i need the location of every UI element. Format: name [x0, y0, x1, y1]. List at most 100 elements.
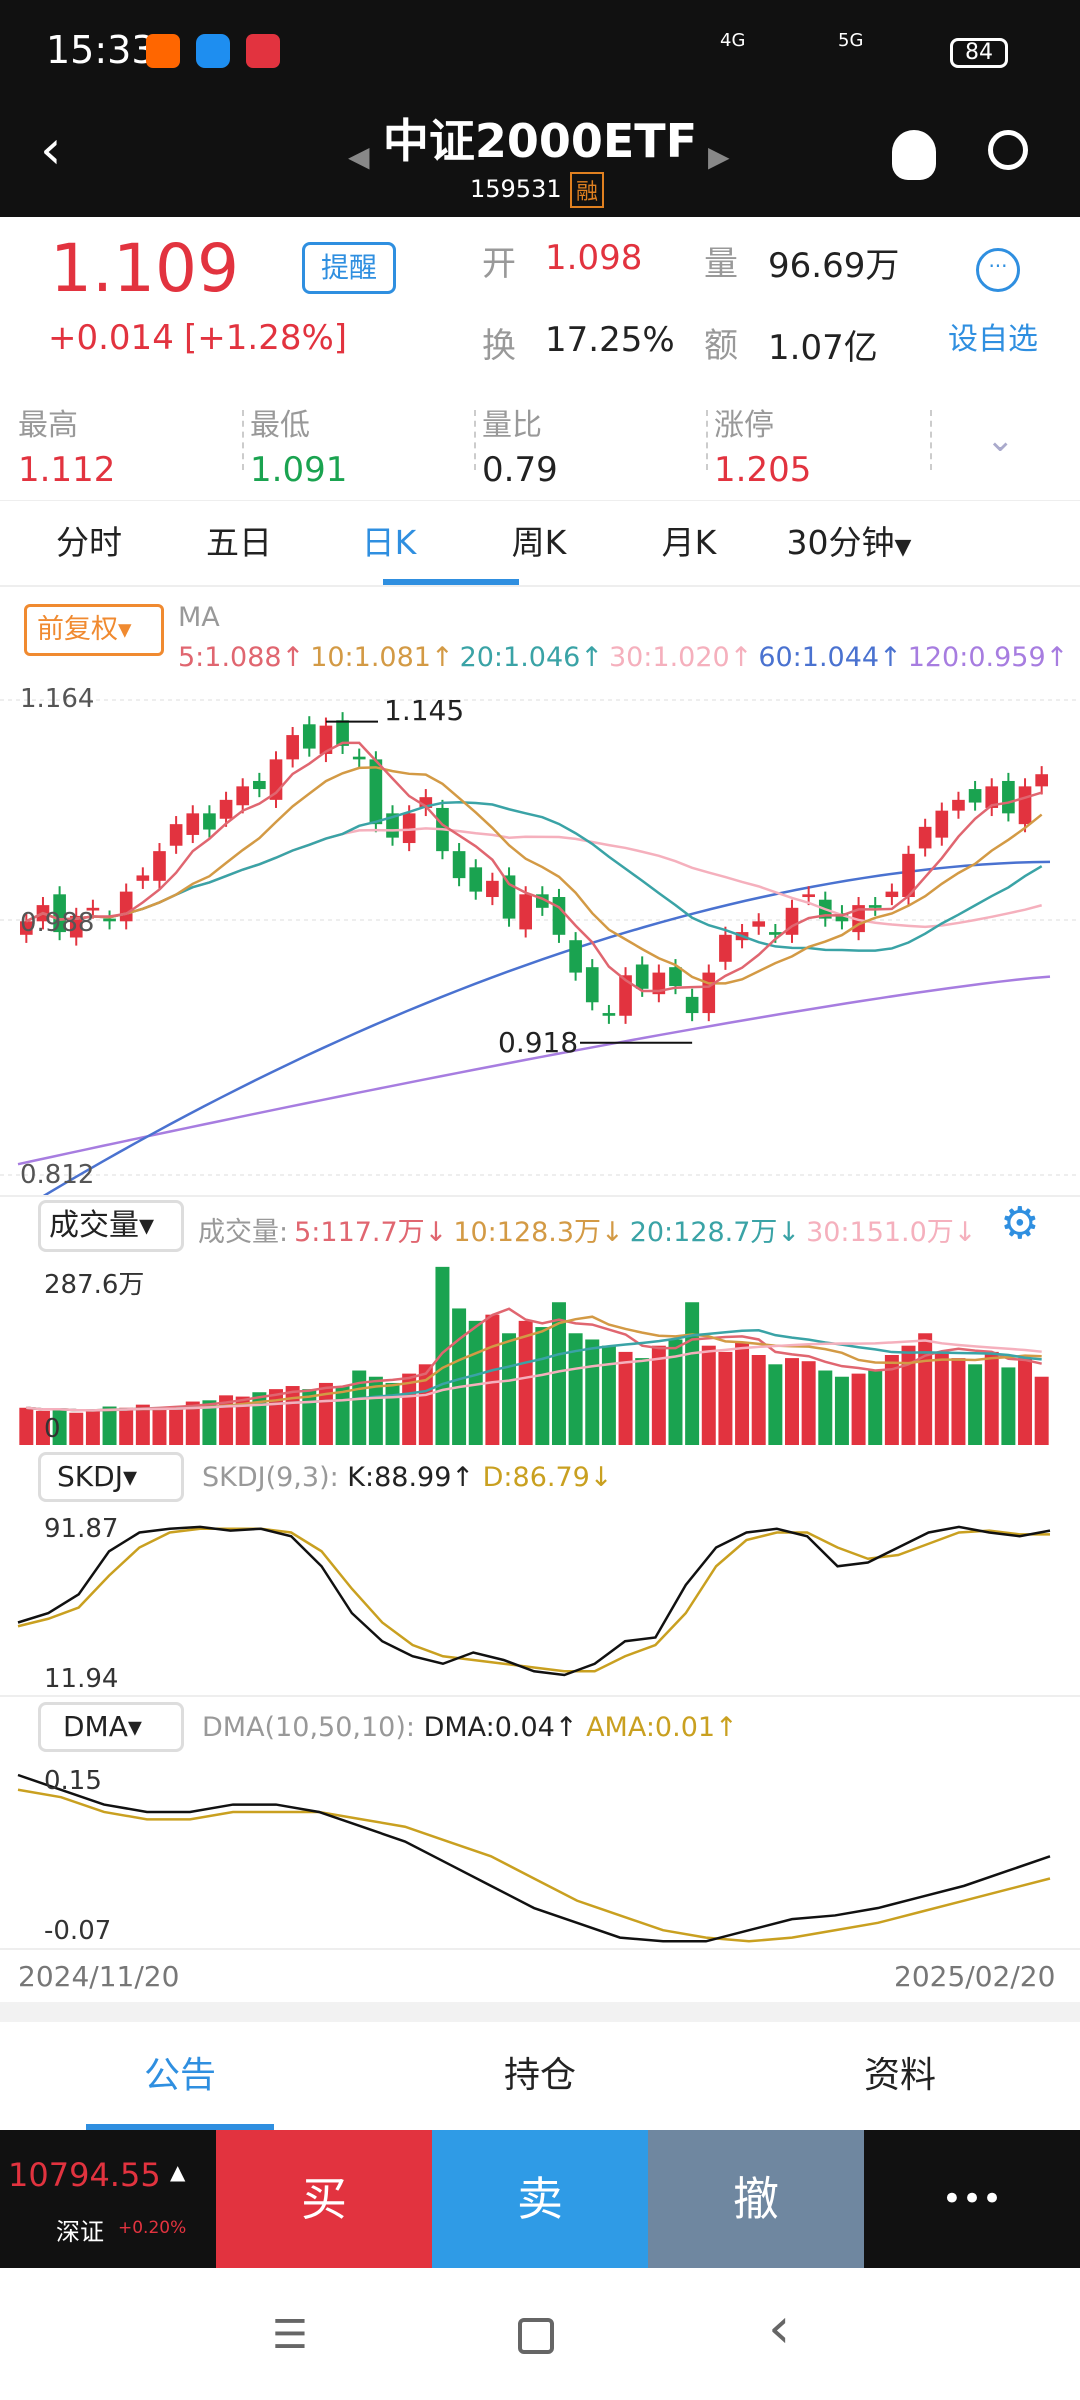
stat-label: 涨停	[714, 408, 774, 443]
bottom-tab-0[interactable]: 公告	[143, 2055, 216, 2096]
stat-label: 量比	[482, 408, 542, 443]
adjust-select[interactable]: 前复权▾	[24, 604, 164, 656]
ma10-line	[25, 766, 1043, 985]
bottom-tab-2[interactable]: 资料	[863, 2055, 936, 2096]
tab-5[interactable]: 30分钟▼	[786, 523, 912, 562]
stat-3: 涨停 1.205	[714, 400, 811, 490]
stat-2: 量比 0.79	[482, 400, 558, 490]
volume-bar	[85, 1411, 100, 1445]
ma60-line	[42, 860, 1051, 1195]
nav-back-icon[interactable]: ‹	[768, 2296, 791, 2361]
volume-bar	[135, 1404, 150, 1445]
volume-bar	[701, 1345, 716, 1445]
tab-4[interactable]: 月K	[614, 500, 764, 585]
volume-legend-item: 30:151.0万↓	[806, 1217, 977, 1248]
candle-body	[86, 907, 100, 911]
stat-value: 1.112	[18, 450, 116, 490]
add-watchlist-button[interactable]: 设自选	[948, 322, 1038, 357]
nav-home-icon[interactable]	[518, 2318, 554, 2354]
more-button[interactable]: •••	[864, 2130, 1080, 2268]
indicator-select-skdj[interactable]: SKDJ▾	[38, 1452, 184, 1502]
tab-3[interactable]: 周K	[464, 500, 614, 585]
volume-bar	[385, 1382, 400, 1445]
tab-label: 五日	[206, 523, 272, 562]
index-value: 10794.55	[8, 2156, 161, 2194]
next-stock-icon[interactable]: ▶	[708, 140, 730, 173]
divider	[242, 410, 244, 470]
volume-bar	[119, 1407, 134, 1445]
prev-stock-icon[interactable]: ◀	[348, 140, 370, 173]
bottom-tab-1[interactable]: 持仓	[503, 2055, 576, 2096]
volume-bar	[685, 1302, 700, 1445]
tab-label: 30分钟	[786, 523, 895, 562]
tab-2[interactable]: 日K	[314, 500, 464, 585]
more-icon[interactable]: ···	[976, 248, 1020, 292]
candle-body	[352, 756, 366, 760]
stat-value: 1.205	[714, 450, 812, 490]
candle-body	[136, 875, 150, 881]
dma-chart[interactable]	[0, 1755, 1080, 1950]
sell-button[interactable]: 卖	[432, 2130, 648, 2268]
divider	[0, 1695, 1080, 1697]
volume-bar	[934, 1351, 949, 1445]
skdj-k-line	[17, 1525, 1051, 1677]
price-axis-mid: 0.988	[20, 908, 95, 938]
settings-gear-icon[interactable]: ⚙	[1000, 1198, 1040, 1249]
candle-body	[918, 826, 932, 849]
amount-label: 额	[704, 326, 738, 366]
volume-bar	[651, 1345, 666, 1445]
divider	[0, 1195, 1080, 1197]
indicator-select-dma[interactable]: DMA▾	[38, 1702, 184, 1752]
candle-body	[186, 813, 200, 835]
candle-body	[868, 905, 882, 908]
current-price: 1.109	[50, 230, 239, 307]
volume-legend: 成交量: 5:117.7万↓ 10:128.3万↓ 20:128.7万↓ 30:151.…	[198, 1210, 976, 1249]
candle-body	[769, 932, 782, 935]
battery-icon: 84	[950, 38, 1008, 68]
skdj-axis-top: 91.87	[44, 1514, 119, 1544]
candle-body	[319, 725, 333, 754]
dma-axis-top: 0.15	[44, 1766, 102, 1796]
volume-bar	[551, 1302, 566, 1445]
candlestick-chart[interactable]	[0, 680, 1080, 1195]
search-icon[interactable]	[988, 130, 1028, 170]
volume-bar	[418, 1364, 433, 1445]
buy-button[interactable]: 买	[216, 2130, 432, 2268]
candle-body	[902, 853, 915, 898]
volume-bar	[818, 1370, 833, 1445]
adjust-label: 前复权	[37, 614, 118, 645]
volume-bar	[535, 1327, 550, 1445]
alert-button[interactable]: 提醒	[302, 242, 396, 294]
candle-body	[1018, 786, 1032, 825]
candle-body	[685, 996, 699, 1014]
nav-menu-icon[interactable]: ☰	[272, 2312, 308, 2358]
stock-title: 中证2000ETF	[382, 114, 698, 168]
divider	[0, 585, 1080, 587]
index-ticker[interactable]: 10794.55 ▲ 深证 +0.20%	[0, 2130, 216, 2268]
candle-body	[952, 799, 965, 811]
volume-bar	[1034, 1376, 1049, 1445]
volume-bar	[318, 1382, 333, 1445]
volume-legend-item: 20:128.7万↓	[629, 1217, 801, 1248]
volume-bar	[435, 1266, 450, 1445]
expand-chevron-icon[interactable]: ⌄	[986, 420, 1015, 460]
customer-service-icon[interactable]	[892, 130, 936, 180]
divider	[0, 500, 1080, 501]
volume-chart[interactable]	[0, 1255, 1080, 1448]
candle-body	[369, 759, 383, 825]
volume-bar	[368, 1376, 383, 1445]
candle-body	[219, 799, 233, 819]
indicator-select-volume[interactable]: 成交量▾	[38, 1200, 184, 1252]
candle-body	[1002, 780, 1015, 814]
tab-0[interactable]: 分时	[14, 500, 164, 585]
skdj-chart[interactable]	[0, 1505, 1080, 1695]
section-gap	[0, 2002, 1080, 2022]
tab-1[interactable]: 五日	[164, 500, 314, 585]
back-icon[interactable]: ‹	[40, 118, 62, 181]
network-5g: 5G	[838, 30, 864, 51]
index-name: 深证	[56, 2218, 104, 2246]
volume-bar	[801, 1361, 816, 1445]
volume-bar	[202, 1400, 217, 1445]
volume-axis-bottom: 0	[44, 1414, 61, 1444]
cancel-order-button[interactable]: 撤	[648, 2130, 864, 2268]
